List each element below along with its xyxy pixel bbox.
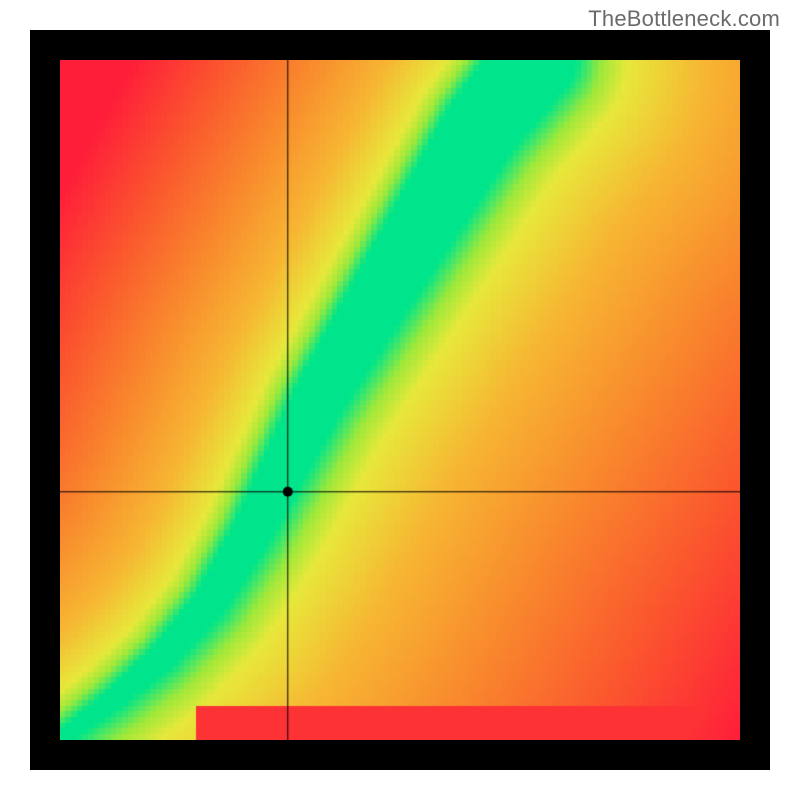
watermark-text: TheBottleneck.com (588, 6, 780, 32)
plot-outer-frame (30, 30, 770, 770)
bottleneck-heatmap (60, 60, 740, 740)
